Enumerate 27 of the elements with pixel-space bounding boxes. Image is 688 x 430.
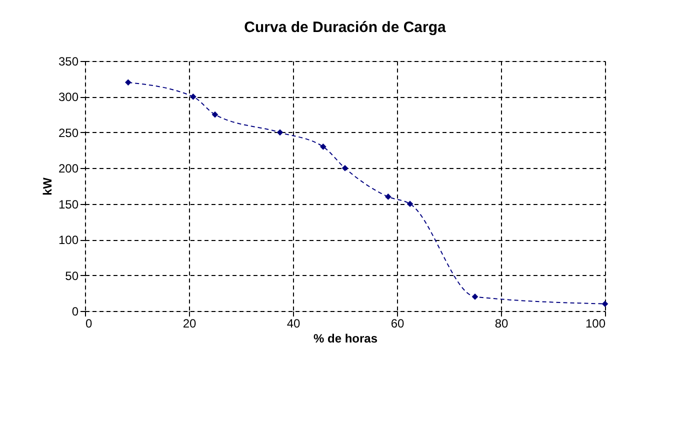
y-axis-title: kW	[40, 176, 54, 196]
point	[320, 144, 326, 150]
y-tick-label: 100	[58, 233, 79, 248]
point	[212, 111, 218, 118]
y-tick-label: 200	[58, 162, 79, 176]
x-tick-label: 0	[86, 316, 92, 330]
y-tick-label: 0	[72, 304, 79, 318]
y-tick-label: 50	[65, 268, 79, 283]
y-tick-label: 300	[58, 90, 79, 104]
point	[406, 200, 414, 208]
point	[190, 94, 196, 100]
point	[472, 294, 478, 300]
x-tick-label: 60	[390, 316, 404, 330]
x-tick-label: 100	[585, 316, 606, 330]
chart-title: Curva de Duración de Carga	[244, 19, 447, 36]
x-tick-label: 20	[182, 316, 196, 330]
x-tick-label: 80	[494, 316, 508, 330]
x-tick-label: 40	[286, 316, 300, 330]
point	[602, 300, 608, 308]
point	[385, 194, 392, 200]
x-axis-title: % de horas	[313, 332, 378, 346]
point	[125, 79, 132, 86]
y-tick-label: 250	[58, 126, 79, 140]
y-tick-label: 350	[58, 54, 79, 68]
point	[276, 129, 284, 136]
point	[342, 164, 348, 172]
y-tick-label: 150	[58, 197, 79, 212]
